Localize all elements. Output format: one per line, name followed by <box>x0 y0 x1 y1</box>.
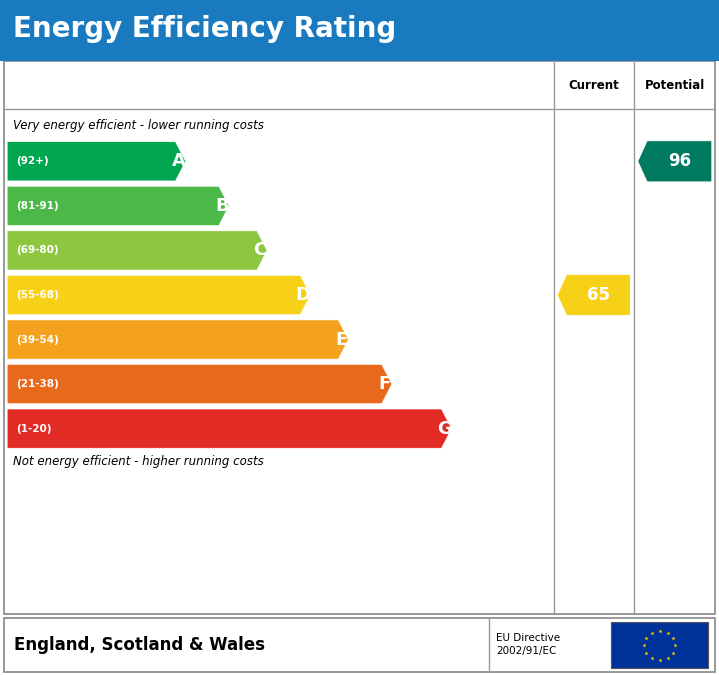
Text: E: E <box>335 331 347 348</box>
Text: (69-80): (69-80) <box>16 246 58 255</box>
Text: D: D <box>296 286 311 304</box>
Text: Energy Efficiency Rating: Energy Efficiency Rating <box>13 15 396 43</box>
Text: (39-54): (39-54) <box>16 335 58 344</box>
Polygon shape <box>557 275 631 315</box>
Bar <box>4 61 715 614</box>
Text: (55-68): (55-68) <box>16 290 58 300</box>
Text: (21-38): (21-38) <box>16 379 58 389</box>
Text: F: F <box>379 375 391 393</box>
Text: Very energy efficient - lower running costs: Very energy efficient - lower running co… <box>13 119 264 132</box>
Text: Current: Current <box>569 78 619 92</box>
Polygon shape <box>7 320 349 359</box>
Polygon shape <box>7 409 452 448</box>
Text: 65: 65 <box>587 286 610 304</box>
Text: A: A <box>172 153 186 170</box>
Polygon shape <box>7 364 392 404</box>
Bar <box>0 0 719 61</box>
Polygon shape <box>7 275 311 315</box>
Text: (1-20): (1-20) <box>16 424 51 433</box>
Text: B: B <box>215 197 229 215</box>
Polygon shape <box>638 141 712 182</box>
Bar <box>611 622 708 668</box>
Text: Not energy efficient - higher running costs: Not energy efficient - higher running co… <box>13 455 264 468</box>
Text: (81-91): (81-91) <box>16 201 58 211</box>
Polygon shape <box>7 186 229 225</box>
Text: Potential: Potential <box>645 78 705 92</box>
Bar <box>4 618 715 672</box>
Text: EU Directive
2002/91/EC: EU Directive 2002/91/EC <box>496 633 560 656</box>
Text: 96: 96 <box>668 153 691 170</box>
Text: C: C <box>253 242 267 259</box>
Polygon shape <box>7 231 267 270</box>
Polygon shape <box>7 142 186 181</box>
Text: (92+): (92+) <box>16 157 48 166</box>
Text: England, Scotland & Wales: England, Scotland & Wales <box>14 636 265 653</box>
Text: G: G <box>437 420 452 437</box>
